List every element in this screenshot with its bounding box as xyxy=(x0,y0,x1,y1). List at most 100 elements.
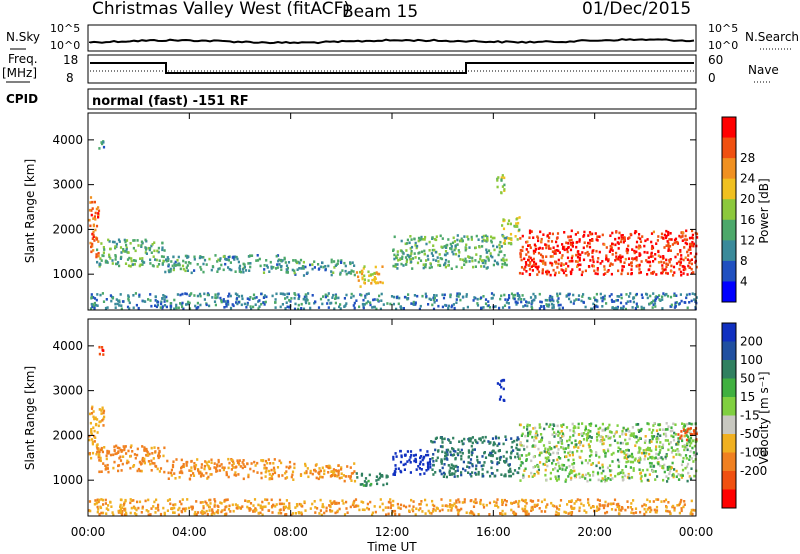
data-cell xyxy=(297,297,300,300)
data-cell xyxy=(592,474,595,477)
data-cell xyxy=(449,466,452,469)
data-cell xyxy=(544,261,547,265)
data-cell xyxy=(156,265,159,268)
data-cell xyxy=(431,499,434,503)
data-cell xyxy=(298,261,301,265)
data-cell xyxy=(356,476,359,479)
data-cell xyxy=(580,299,583,303)
data-cell xyxy=(426,461,429,465)
data-cell xyxy=(500,294,503,298)
data-cell xyxy=(401,257,404,260)
data-cell xyxy=(135,508,138,512)
data-cell xyxy=(539,259,542,263)
data-cell xyxy=(598,235,601,238)
data-cell xyxy=(123,513,126,516)
data-cell xyxy=(166,256,169,259)
data-cell xyxy=(617,446,620,450)
data-cell xyxy=(257,503,260,507)
data-cell xyxy=(375,307,378,311)
data-cell xyxy=(531,259,534,262)
data-cell xyxy=(637,439,640,442)
data-cell xyxy=(665,271,668,275)
data-cell xyxy=(102,141,105,144)
data-cell xyxy=(397,259,400,262)
data-cell xyxy=(568,438,571,442)
data-cell xyxy=(188,307,192,310)
data-cell xyxy=(565,241,568,245)
data-cell xyxy=(667,245,670,249)
data-cell xyxy=(606,427,609,430)
data-cell xyxy=(309,471,312,475)
data-cell xyxy=(651,306,654,309)
data-cell xyxy=(689,259,692,263)
data-cell xyxy=(600,479,603,483)
data-cell xyxy=(641,296,644,299)
data-cell xyxy=(454,246,457,250)
data-cell xyxy=(611,306,614,310)
data-cell xyxy=(169,270,172,273)
data-cell xyxy=(311,502,314,506)
data-cell xyxy=(575,500,578,503)
data-cell xyxy=(274,306,277,309)
data-cell xyxy=(304,293,307,296)
data-cell xyxy=(193,258,196,261)
data-cell xyxy=(163,249,166,252)
data-cell xyxy=(402,264,405,267)
data-cell xyxy=(162,506,165,510)
data-cell xyxy=(138,295,141,298)
data-cell xyxy=(657,254,660,258)
data-cell xyxy=(93,429,96,433)
data-cell xyxy=(287,292,290,296)
data-cell xyxy=(477,238,480,241)
data-cell xyxy=(666,468,669,471)
data-cell xyxy=(686,462,690,466)
data-cell xyxy=(125,246,128,250)
data-cell xyxy=(406,253,409,257)
colorbar-segment xyxy=(722,434,736,453)
data-cell xyxy=(533,474,536,477)
data-cell xyxy=(586,479,589,483)
data-cell xyxy=(277,511,280,515)
data-cell xyxy=(248,507,251,510)
colorbar-tick-label: 20 xyxy=(740,192,755,206)
data-cell xyxy=(478,437,481,441)
data-cell xyxy=(519,441,522,445)
data-cell xyxy=(242,459,245,462)
data-cell xyxy=(471,464,474,468)
data-cell xyxy=(150,244,153,248)
data-cell xyxy=(425,453,428,457)
data-cell xyxy=(559,438,562,442)
data-cell xyxy=(107,450,111,453)
data-cell xyxy=(604,272,607,275)
data-cell xyxy=(638,429,642,432)
data-cell xyxy=(651,455,654,459)
data-cell xyxy=(576,231,580,234)
data-cell xyxy=(224,262,227,266)
data-cell xyxy=(288,504,291,508)
data-cell xyxy=(662,432,666,436)
data-cell xyxy=(482,464,485,467)
data-cell xyxy=(502,398,505,402)
data-cell xyxy=(680,430,683,433)
data-cell xyxy=(601,260,604,263)
noise-panel-frame xyxy=(87,24,697,52)
data-cell xyxy=(607,436,610,440)
data-cell xyxy=(528,262,532,265)
data-cell xyxy=(618,460,621,464)
data-cell xyxy=(513,293,517,297)
data-cell xyxy=(509,467,512,471)
data-cell xyxy=(563,450,566,454)
data-cell xyxy=(514,455,517,459)
data-cell xyxy=(471,259,474,263)
data-cell xyxy=(693,444,696,448)
data-cell xyxy=(659,456,662,460)
data-cell xyxy=(275,503,278,506)
data-cell xyxy=(90,250,93,254)
data-cell xyxy=(223,306,226,309)
data-cell xyxy=(443,293,446,297)
data-cell xyxy=(658,451,661,454)
data-cell xyxy=(651,244,654,248)
data-cell xyxy=(342,474,345,477)
colorbar-tick-label: 200 xyxy=(740,335,763,349)
data-cell xyxy=(440,472,443,476)
